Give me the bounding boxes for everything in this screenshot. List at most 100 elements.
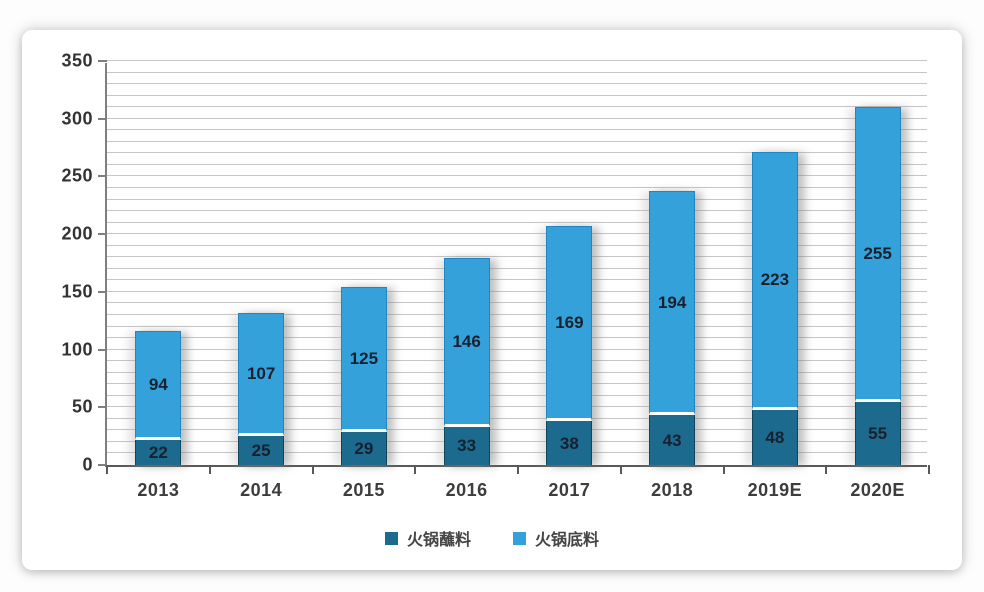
legend-label: 火锅蘸料	[406, 532, 471, 549]
x-axis-label: 2013	[137, 480, 180, 500]
gridline	[107, 337, 927, 339]
gridline	[107, 406, 927, 408]
x-axis-tick	[106, 465, 108, 474]
x-axis-tick	[928, 465, 930, 474]
legend-item-dipping-sauce: 火锅蘸料	[384, 526, 471, 550]
bar-value-label: 223	[760, 270, 790, 290]
gridline	[107, 117, 927, 119]
bar-segment-soup-base: 107	[238, 312, 285, 437]
x-axis-tick	[311, 465, 314, 474]
x-axis-label: 2014	[240, 480, 283, 500]
gridline	[107, 140, 927, 142]
bar-value-label: 94	[148, 374, 168, 394]
gridline	[107, 360, 927, 362]
gridline	[107, 198, 927, 200]
bar-segment-dipping-sauce: 38	[546, 421, 593, 465]
gridline	[107, 71, 927, 73]
y-axis-label: 350	[61, 50, 93, 71]
y-axis-tick	[98, 406, 107, 409]
bar-segment-soup-base: 169	[546, 226, 593, 422]
bar-value-label: 25	[251, 441, 271, 461]
bar: 223 48	[751, 152, 798, 465]
bar-segment-soup-base: 194	[649, 191, 696, 416]
gridline	[107, 429, 927, 431]
legend-swatch-icon	[384, 531, 398, 545]
bar-value-label: 38	[559, 433, 579, 453]
gridline	[107, 221, 927, 223]
gridline	[107, 244, 927, 246]
gridline	[107, 175, 927, 177]
gridline	[107, 233, 927, 235]
x-axis-label: 2015	[342, 480, 385, 500]
bar-value-label: 48	[765, 427, 785, 447]
gridline	[107, 394, 927, 396]
gridline	[107, 186, 927, 188]
legend-swatch-icon	[513, 531, 526, 545]
bar-segment-dipping-sauce: 22	[135, 439, 182, 465]
y-axis-tick	[98, 464, 107, 466]
bar-segment-dipping-sauce: 43	[649, 415, 696, 465]
gridline	[107, 267, 927, 269]
bar: 169 38	[546, 226, 593, 465]
bar-value-label: 33	[457, 436, 477, 456]
bar-segment-soup-base: 125	[340, 287, 387, 432]
bar-segment-soup-base: 223	[751, 152, 798, 410]
plot-area: 0 50 100 150 200 250 300 350 2013 94 22 2014 107 25 20…	[61, 51, 930, 500]
gridline	[107, 279, 927, 281]
x-axis-tick	[619, 465, 622, 474]
bar: 146 33	[443, 258, 490, 465]
y-axis-label: 300	[61, 108, 93, 129]
gridline	[107, 106, 927, 108]
y-axis-label: 50	[71, 396, 93, 417]
x-axis-tick	[208, 465, 211, 474]
gridline	[107, 210, 927, 212]
y-axis-label: 150	[61, 281, 93, 302]
gridline	[107, 440, 927, 442]
bar-segment-dipping-sauce: 33	[443, 426, 490, 465]
bar-value-label: 125	[349, 348, 379, 368]
gridline	[107, 313, 927, 315]
y-axis-label: 250	[61, 165, 93, 186]
gridline	[107, 371, 927, 373]
bar-value-label: 169	[555, 313, 584, 333]
gridline	[107, 129, 927, 131]
bar-value-label: 22	[148, 442, 168, 462]
gridline	[107, 302, 927, 304]
y-axis-tick	[98, 60, 107, 62]
bar-segment-dipping-sauce: 48	[751, 409, 798, 465]
bar: 125 29	[340, 287, 387, 465]
x-axis-tick	[722, 465, 725, 474]
chart-card: 0 50 100 150 200 250 300 350 2013 94 22 2014 107 25 20…	[22, 30, 962, 570]
gridline	[107, 417, 927, 419]
bar-value-label: 55	[868, 423, 888, 443]
bar-segment-soup-base: 94	[135, 331, 182, 440]
bar-segment-dipping-sauce: 29	[340, 431, 387, 465]
bar-value-label: 107	[246, 363, 276, 383]
y-axis-tick	[98, 290, 107, 293]
bar-segment-dipping-sauce: 25	[238, 436, 285, 465]
y-axis-tick	[98, 117, 107, 120]
legend-label: 火锅底料	[535, 532, 600, 549]
x-axis-label: 2020E	[850, 480, 905, 500]
bar-segment-dipping-sauce: 55	[854, 401, 901, 465]
gridline	[107, 325, 927, 327]
y-axis-label: 0	[82, 454, 93, 475]
gridline	[107, 348, 927, 350]
legend-item-soup-base: 火锅底料	[513, 526, 599, 550]
y-axis-tick	[98, 348, 107, 351]
bar: 107 25	[238, 312, 285, 465]
bar-value-label: 29	[354, 438, 374, 458]
bar-value-label: 194	[657, 292, 687, 312]
bar-segment-soup-base: 146	[443, 258, 490, 427]
bar-segment-soup-base: 255	[854, 107, 901, 402]
y-axis-label: 100	[61, 339, 93, 360]
gridline	[107, 383, 927, 385]
y-axis-tick	[98, 233, 107, 236]
gridline	[107, 452, 927, 454]
bar: 94 22	[135, 331, 182, 465]
gridline	[107, 256, 927, 258]
gridline	[107, 152, 927, 154]
x-axis-tick	[414, 465, 417, 474]
bar: 194 43	[649, 191, 696, 465]
